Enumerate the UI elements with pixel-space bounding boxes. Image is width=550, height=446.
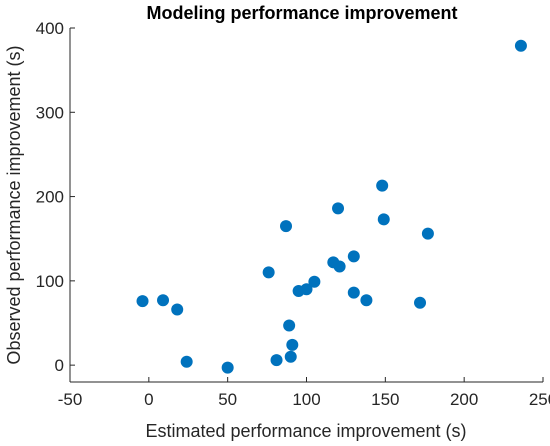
data-point — [360, 294, 373, 307]
data-point — [514, 39, 527, 52]
y-tick-label: 100 — [36, 272, 64, 291]
y-tick-label: 300 — [36, 103, 64, 122]
data-point — [333, 260, 346, 273]
x-ticks: -50 0 50 100 150 200 250 — [58, 377, 550, 409]
data-point — [308, 275, 321, 288]
data-point — [284, 350, 297, 363]
y-tick-label: 400 — [36, 19, 64, 38]
x-tick-label: 0 — [144, 390, 153, 409]
data-point — [376, 179, 389, 192]
chart-title: Modeling performance improvement — [146, 3, 457, 23]
x-axis-label: Estimated performance improvement (s) — [145, 421, 466, 441]
data-point — [286, 338, 299, 351]
data-point — [136, 295, 149, 308]
data-point — [421, 227, 434, 240]
data-point — [332, 202, 345, 215]
data-point — [414, 296, 427, 309]
data-point — [347, 286, 360, 299]
x-tick-label: 250 — [529, 390, 550, 409]
y-tick-label: 200 — [36, 188, 64, 207]
data-point — [300, 283, 313, 296]
x-tick-label: 100 — [292, 390, 320, 409]
x-tick-label: 150 — [371, 390, 399, 409]
data-point — [171, 303, 184, 316]
y-axis-label: Observed performance improvement (s) — [4, 45, 24, 364]
data-point — [283, 319, 296, 332]
data-point — [262, 266, 275, 279]
x-tick-label: -50 — [58, 390, 83, 409]
data-point — [157, 294, 170, 307]
data-point — [280, 220, 293, 233]
x-tick-label: 200 — [450, 390, 478, 409]
data-point — [347, 250, 360, 263]
y-ticks: 0 100 200 300 400 — [36, 19, 75, 375]
x-tick-label: 50 — [218, 390, 237, 409]
data-point — [377, 213, 390, 226]
data-point — [270, 354, 283, 367]
data-point — [221, 361, 234, 374]
data-points — [136, 39, 527, 374]
y-tick-label: 0 — [55, 356, 64, 375]
data-point — [180, 355, 193, 368]
axes — [69, 28, 543, 383]
